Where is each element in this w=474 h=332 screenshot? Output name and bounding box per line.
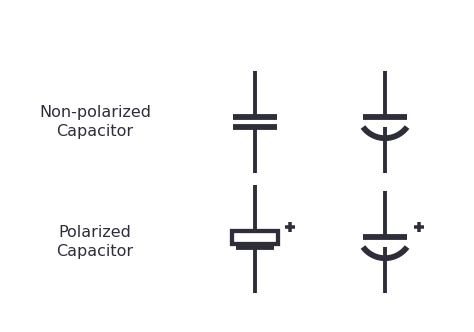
Text: Polarized
Capacitor: Polarized Capacitor [56,225,134,259]
Bar [232,230,278,243]
Text: Non-polarized
Capacitor: Non-polarized Capacitor [39,105,151,139]
